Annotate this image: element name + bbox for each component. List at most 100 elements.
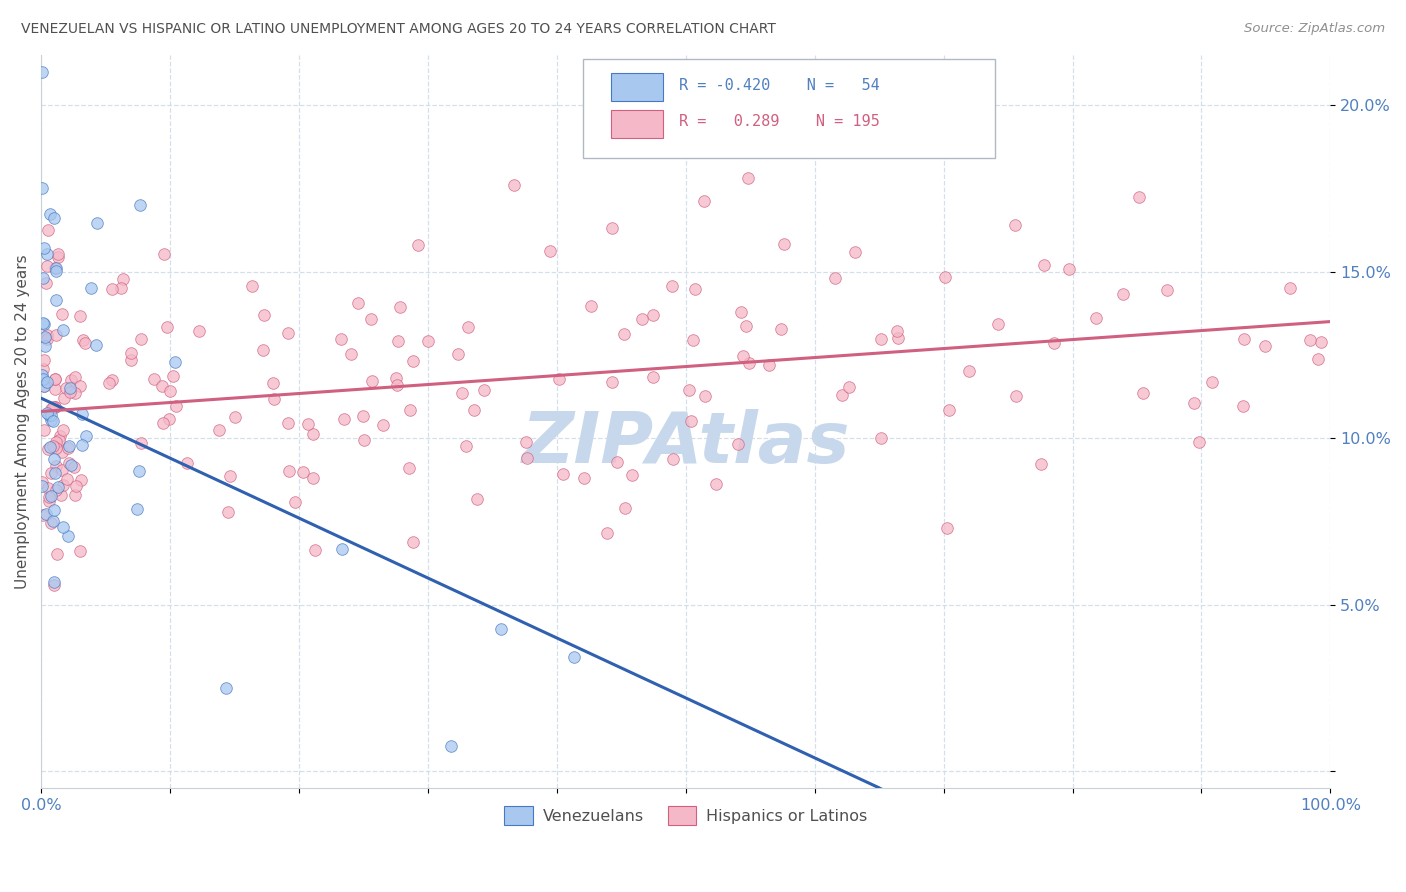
Point bbox=[37, 406, 59, 420]
Point bbox=[44, 575, 66, 590]
Point bbox=[162, 368, 184, 383]
Point bbox=[44, 372, 66, 386]
Point bbox=[69, 544, 91, 558]
Y-axis label: Unemployment Among Ages 20 to 24 years: Unemployment Among Ages 20 to 24 years bbox=[15, 254, 30, 589]
Point bbox=[49, 488, 72, 502]
Point bbox=[63, 488, 86, 502]
Point bbox=[45, 435, 67, 450]
Point bbox=[163, 354, 186, 368]
Point bbox=[463, 402, 485, 417]
Point bbox=[402, 353, 425, 368]
Point bbox=[614, 501, 637, 516]
Point bbox=[42, 439, 65, 453]
Point bbox=[70, 437, 93, 451]
Point bbox=[35, 276, 58, 290]
Point bbox=[737, 171, 759, 186]
Point bbox=[353, 433, 375, 447]
Point bbox=[44, 467, 66, 481]
Point bbox=[100, 373, 122, 387]
Point bbox=[32, 353, 55, 368]
Point bbox=[52, 323, 75, 337]
Point bbox=[42, 452, 65, 467]
Point bbox=[1112, 287, 1135, 301]
Point bbox=[886, 325, 908, 339]
Point bbox=[887, 331, 910, 345]
FancyBboxPatch shape bbox=[612, 73, 662, 102]
Point bbox=[35, 259, 58, 273]
Point bbox=[176, 456, 198, 470]
Point bbox=[704, 476, 727, 491]
Point bbox=[58, 439, 80, 453]
Point bbox=[32, 423, 55, 437]
Point bbox=[361, 374, 384, 388]
Point bbox=[242, 278, 264, 293]
Point bbox=[59, 373, 82, 387]
Point bbox=[1128, 189, 1150, 203]
Point bbox=[304, 542, 326, 557]
Point bbox=[727, 437, 749, 451]
Point bbox=[515, 435, 537, 450]
Point bbox=[45, 260, 67, 275]
Point bbox=[399, 403, 422, 417]
Point bbox=[48, 247, 70, 261]
Point bbox=[60, 458, 83, 472]
Point bbox=[37, 332, 59, 346]
Point bbox=[1156, 284, 1178, 298]
Point bbox=[1057, 262, 1080, 277]
Point bbox=[253, 308, 276, 322]
Point bbox=[1232, 400, 1254, 414]
Point bbox=[31, 475, 53, 489]
Point bbox=[110, 280, 132, 294]
Point bbox=[662, 452, 685, 467]
Point bbox=[58, 456, 80, 470]
Point bbox=[548, 372, 571, 386]
Point bbox=[682, 333, 704, 347]
Point bbox=[51, 307, 73, 321]
Text: R =   0.289    N = 195: R = 0.289 N = 195 bbox=[679, 114, 880, 129]
Point bbox=[32, 242, 55, 256]
Point bbox=[44, 400, 66, 414]
Point bbox=[730, 305, 752, 319]
Point bbox=[59, 385, 82, 400]
Point bbox=[277, 417, 299, 431]
Point bbox=[329, 332, 352, 346]
Point bbox=[32, 316, 55, 330]
Point bbox=[31, 180, 53, 194]
Point bbox=[58, 381, 80, 395]
Point bbox=[42, 400, 65, 414]
Point bbox=[1032, 258, 1054, 272]
Point bbox=[39, 402, 62, 417]
Point bbox=[153, 247, 176, 261]
Point bbox=[65, 479, 87, 493]
Point bbox=[838, 380, 860, 394]
Point bbox=[1299, 333, 1322, 347]
Point bbox=[208, 424, 231, 438]
Point bbox=[252, 343, 274, 358]
Point bbox=[402, 534, 425, 549]
Point bbox=[606, 454, 628, 468]
Point bbox=[56, 472, 79, 486]
FancyBboxPatch shape bbox=[582, 59, 995, 158]
Point bbox=[129, 436, 152, 450]
Point bbox=[987, 317, 1010, 331]
Text: ZIPAtlas: ZIPAtlas bbox=[522, 409, 851, 478]
Point bbox=[572, 471, 595, 485]
Point bbox=[389, 300, 412, 314]
Point bbox=[101, 282, 124, 296]
Point bbox=[39, 466, 62, 480]
Point bbox=[1084, 310, 1107, 325]
Point bbox=[44, 372, 66, 386]
Point bbox=[128, 197, 150, 211]
Point bbox=[142, 372, 165, 386]
Point bbox=[56, 529, 79, 543]
Point bbox=[284, 495, 307, 509]
Point bbox=[42, 515, 65, 529]
Point bbox=[418, 334, 440, 348]
Point bbox=[1005, 389, 1028, 403]
Point bbox=[387, 334, 409, 348]
Point bbox=[360, 311, 382, 326]
Point bbox=[678, 384, 700, 398]
Point bbox=[643, 309, 665, 323]
Point bbox=[218, 468, 240, 483]
Point bbox=[263, 392, 285, 406]
